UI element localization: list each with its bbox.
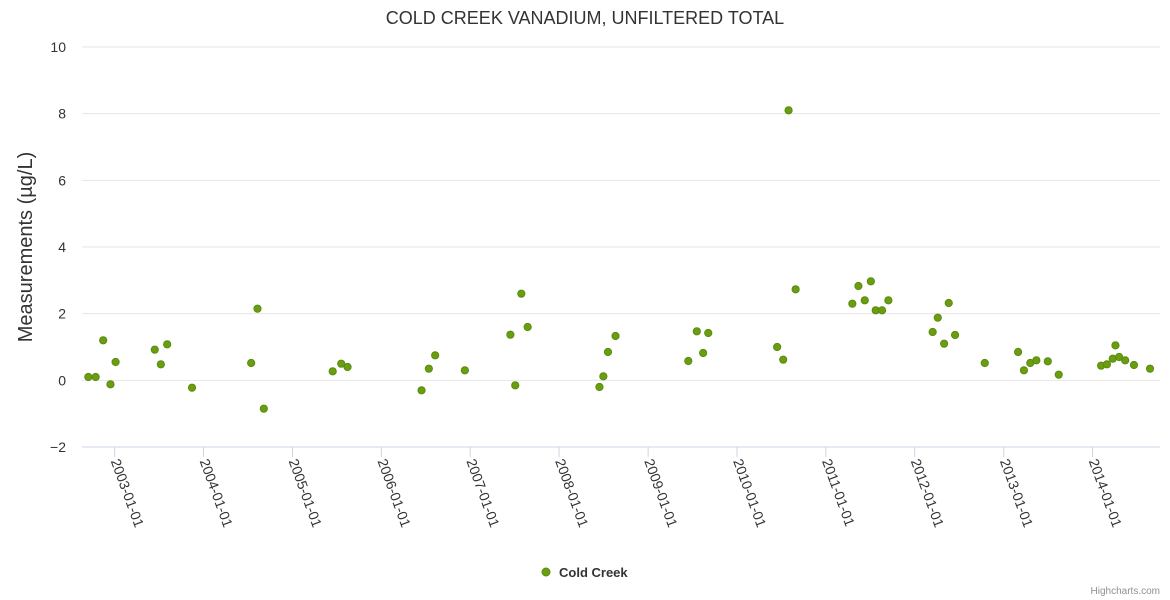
data-point[interactable] [187, 383, 197, 392]
legend[interactable]: Cold Creek [541, 565, 628, 580]
data-point[interactable] [791, 285, 800, 294]
data-point[interactable] [517, 289, 526, 298]
data-point[interactable] [417, 386, 426, 395]
data-point[interactable] [1115, 352, 1124, 362]
data-point[interactable] [933, 313, 942, 322]
data-point[interactable] [460, 366, 469, 375]
x-tick-label: 2004-01-01 [197, 457, 237, 530]
data-point[interactable] [163, 340, 172, 349]
y-tick-label: 8 [58, 106, 66, 122]
data-point[interactable] [328, 367, 337, 376]
data-point[interactable] [1014, 347, 1023, 357]
data-point[interactable] [424, 364, 433, 373]
data-point[interactable] [1019, 366, 1029, 375]
data-point[interactable] [343, 362, 352, 372]
data-point[interactable] [848, 299, 857, 308]
data-point[interactable] [877, 306, 887, 315]
data-point[interactable] [779, 355, 788, 364]
x-tick-label: 2008-01-01 [552, 457, 592, 530]
data-point[interactable] [1145, 364, 1155, 373]
x-tick-label: 2010-01-01 [730, 457, 770, 530]
y-axis-label: Measurements (µg/L) [15, 152, 37, 342]
data-point[interactable] [940, 339, 949, 348]
data-point[interactable] [1032, 356, 1041, 365]
data-point[interactable] [860, 296, 869, 305]
data-point[interactable] [704, 328, 713, 338]
x-axis: 2003-01-01 2004-01-01 2005-01-01 2006-01-01… [108, 447, 1126, 530]
x-tick-label: 2005-01-01 [286, 457, 326, 530]
data-point[interactable] [156, 360, 165, 369]
data-point[interactable] [928, 327, 937, 337]
data-point[interactable] [866, 277, 875, 286]
data-point[interactable] [611, 331, 620, 341]
data-point[interactable] [523, 322, 532, 332]
x-tick-label: 2011-01-01 [819, 457, 858, 529]
data-point[interactable] [944, 298, 953, 308]
data-point[interactable] [854, 281, 863, 291]
data-point[interactable] [692, 327, 701, 336]
legend-marker-icon [541, 567, 551, 577]
data-point[interactable] [603, 347, 613, 357]
y-tick-label: 0 [58, 372, 66, 388]
x-tick-label: 2014-01-01 [1086, 457, 1126, 530]
data-point[interactable] [431, 351, 440, 360]
y-tick-label: 6 [58, 172, 66, 188]
y-tick-label: 10 [50, 39, 66, 55]
data-point[interactable] [259, 404, 268, 413]
data-point[interactable] [884, 296, 893, 305]
data-point[interactable] [950, 330, 960, 340]
data-point[interactable] [91, 372, 100, 382]
x-tick-label: 2012-01-01 [908, 457, 948, 530]
data-point[interactable] [511, 381, 520, 390]
x-tick-label: 2003-01-01 [108, 457, 148, 530]
y-axis: −2 0 2 4 6 8 10 [50, 39, 66, 455]
data-point[interactable] [1054, 370, 1063, 379]
x-tick-label: 2006-01-01 [375, 457, 415, 530]
data-point[interactable] [99, 336, 108, 345]
data-point[interactable] [980, 358, 989, 368]
x-tick-label: 2007-01-01 [463, 457, 503, 530]
data-point[interactable] [1121, 356, 1130, 365]
y-tick-label: 2 [58, 306, 66, 322]
data-point[interactable] [253, 304, 262, 313]
data-point[interactable] [1043, 357, 1052, 366]
data-point[interactable] [337, 359, 346, 368]
data-point[interactable] [111, 357, 120, 367]
y-tick-label: −2 [50, 439, 66, 455]
grid [82, 46, 1160, 448]
data-point[interactable] [1102, 360, 1112, 369]
data-point[interactable] [784, 106, 793, 115]
x-tick-label: 2009-01-01 [641, 457, 681, 530]
y-tick-label: 4 [58, 239, 66, 255]
data-point[interactable] [84, 372, 93, 382]
data-point[interactable] [699, 348, 708, 358]
legend-item-label[interactable]: Cold Creek [559, 565, 628, 580]
credits-link[interactable]: Highcharts.com [1091, 586, 1160, 597]
chart-title: COLD CREEK VANADIUM, UNFILTERED TOTAL [386, 8, 784, 28]
data-point[interactable] [150, 345, 159, 354]
data-point[interactable] [595, 382, 604, 392]
data-point[interactable] [1111, 341, 1120, 350]
series-cold-creek [84, 106, 1155, 413]
data-point[interactable] [506, 330, 515, 339]
data-point[interactable] [599, 372, 608, 381]
data-point[interactable] [247, 358, 256, 368]
x-tick-label: 2013-01-01 [997, 457, 1037, 530]
data-point[interactable] [684, 356, 693, 366]
data-point[interactable] [106, 380, 115, 389]
data-point[interactable] [773, 342, 782, 352]
data-point[interactable] [1129, 360, 1139, 370]
